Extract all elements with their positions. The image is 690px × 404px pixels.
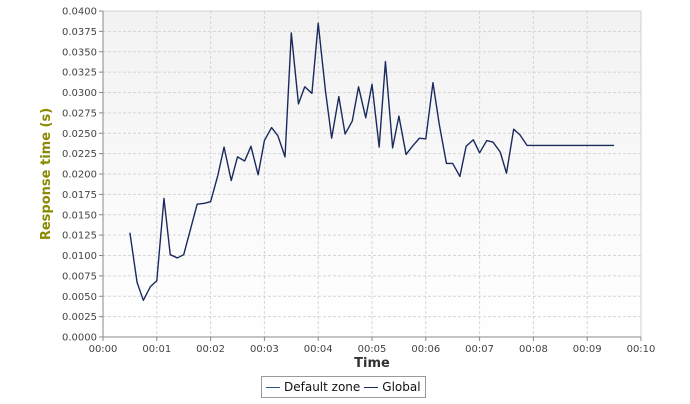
x-tick-label: 00:10 (627, 344, 656, 355)
legend-swatch-default-zone (266, 386, 280, 388)
legend-item-global: Global (364, 380, 421, 394)
x-tick-label: 00:01 (142, 344, 171, 355)
y-tick-label: 0.0100 (62, 251, 97, 262)
x-tick-label: 00:07 (465, 344, 494, 355)
series-line-global (129, 22, 615, 302)
x-tick-label: 00:03 (250, 344, 279, 355)
x-tick-label: 00:06 (411, 344, 440, 355)
legend-item-default-zone: Default zone (266, 380, 360, 394)
legend-label-default-zone: Default zone (284, 380, 361, 394)
y-tick-label: 0.0075 (62, 271, 97, 282)
y-tick-label: 0.0225 (62, 149, 97, 160)
y-tick-label: 0.0375 (62, 27, 97, 38)
y-tick-label: 0.0125 (62, 231, 97, 242)
y-tick-label: 0.0400 (62, 7, 97, 18)
y-tick-label: 0.0025 (62, 312, 97, 323)
x-tick-label: 00:05 (358, 344, 387, 355)
y-tick-label: 0.0350 (62, 47, 97, 58)
y-tick-label: 0.0050 (62, 292, 97, 303)
legend-label-global: Global (382, 380, 421, 394)
legend: Default zone Global (261, 376, 426, 398)
x-tick-label: 00:08 (519, 344, 548, 355)
y-tick-label: 0.0300 (62, 88, 97, 99)
x-tick-label: 00:00 (89, 344, 118, 355)
y-tick-label: 0.0200 (62, 170, 97, 181)
y-tick-label: 0.0175 (62, 190, 97, 201)
series-layer (129, 22, 615, 302)
legend-swatch-global (364, 386, 379, 388)
y-tick-label: 0.0150 (62, 210, 97, 221)
y-tick-label: 0.0275 (62, 108, 97, 119)
y-tick-label: 0.0000 (62, 333, 97, 344)
x-tick-label: 00:02 (196, 344, 225, 355)
y-axis-title: Response time (s) (39, 108, 54, 240)
x-tick-label: 00:04 (304, 344, 333, 355)
axes: 0.0000 0.0025 0.0050 0.0075 0.0100 0.0125 0.01… (62, 7, 655, 356)
y-tick-label: 0.0325 (62, 68, 97, 79)
x-tick-label: 00:09 (573, 344, 602, 355)
x-axis-title: Time (354, 356, 390, 371)
y-tick-label: 0.0250 (62, 129, 97, 140)
